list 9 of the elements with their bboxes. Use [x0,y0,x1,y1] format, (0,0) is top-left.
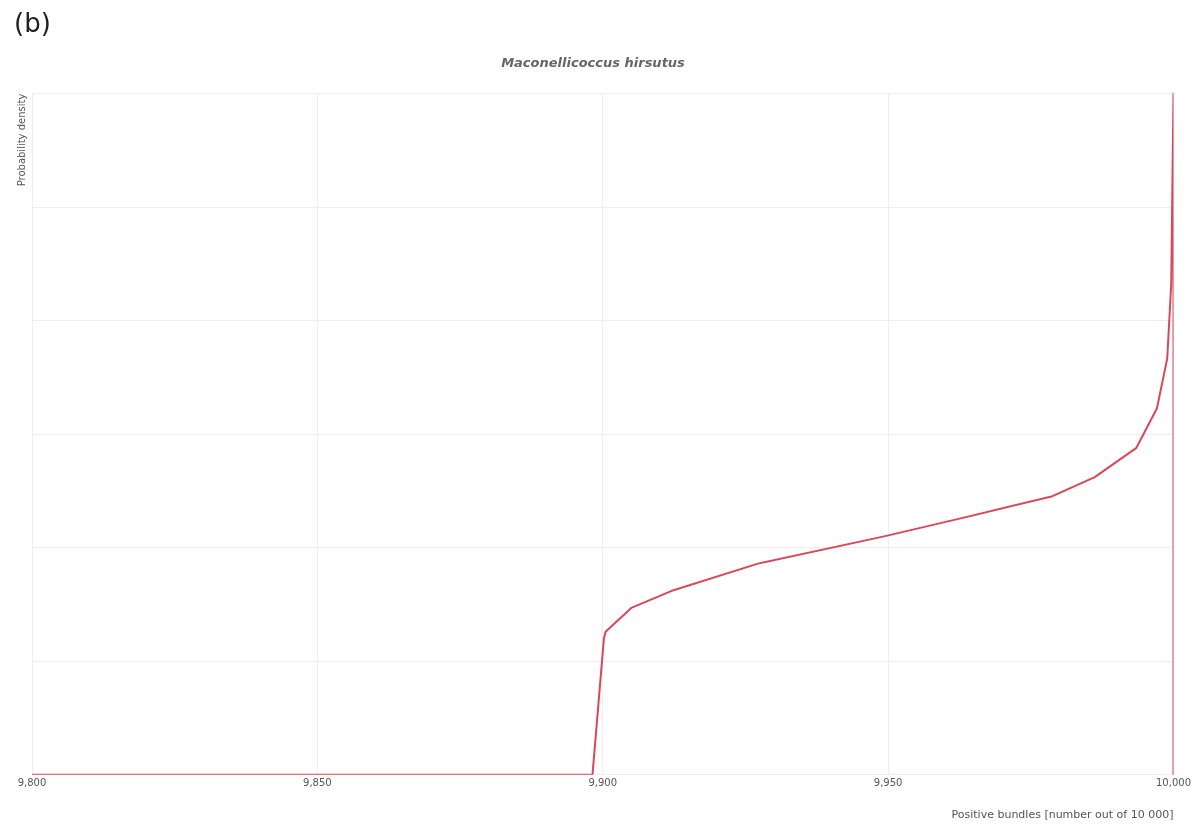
y-axis-title: Probability density [15,93,27,187]
x-axis-title: Positive bundles [number out of 10 000] [951,808,1174,822]
x-tick-label: 9,950 [873,777,903,789]
x-tick-label: 9,900 [588,777,618,789]
x-tick-label: 10,000 [1156,777,1191,789]
chart-title: Maconellicoccus hirsutus [501,55,686,71]
text: (b) [14,7,51,38]
x-tick-label: 9,850 [303,777,332,789]
x-tick-label: 9,800 [17,777,47,789]
